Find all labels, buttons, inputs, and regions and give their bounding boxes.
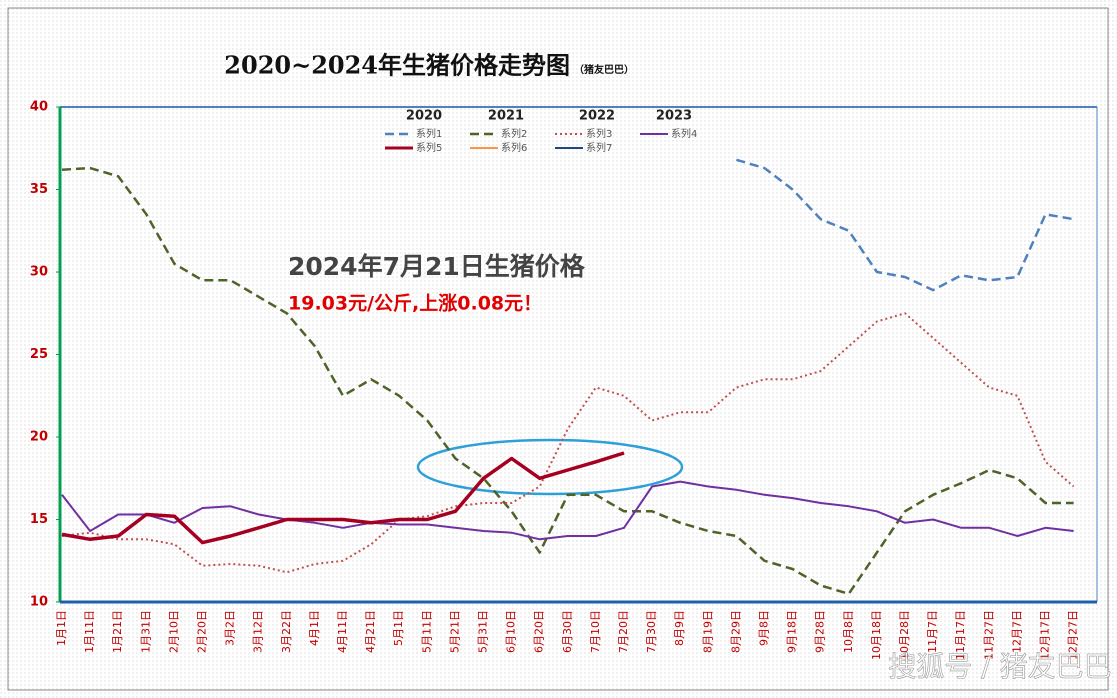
x-tick-label: 12月17日: [1039, 610, 1052, 660]
annotation-text: 19.03元/公斤,上涨0.08元！: [288, 293, 542, 315]
y-tick-label: 30: [30, 265, 48, 280]
series-line: [61, 166, 1074, 596]
x-tick-label: 6月30日: [561, 610, 574, 653]
x-tick-label: 1月1日: [55, 610, 68, 646]
x-tick-label: 3月22日: [280, 610, 293, 653]
x-tick-label: 3月2日: [224, 610, 237, 646]
x-tick-label: 10月28日: [898, 610, 911, 660]
x-tick-label: 11月17日: [954, 610, 967, 660]
legend-label: 系列6: [501, 141, 527, 154]
y-tick-label: 25: [30, 347, 48, 362]
legend-label: 系列5: [416, 141, 442, 154]
x-tick-label: 1月11日: [83, 610, 96, 653]
x-tick-label: 2月10日: [167, 610, 180, 653]
x-tick-label: 9月18日: [786, 610, 799, 653]
x-tick-label: 2月20日: [196, 610, 209, 653]
x-tick-label: 3月12日: [252, 610, 265, 653]
legend-label: 系列7: [586, 141, 612, 154]
annotation-title: 2024年7月21日生猪价格: [288, 252, 586, 281]
chart-border: [7, 7, 1109, 691]
series-line: [61, 451, 625, 545]
x-tick-label: 8月29日: [729, 610, 742, 653]
x-tick-label: 12月7日: [1010, 610, 1023, 653]
legend-label: 系列4: [671, 127, 697, 140]
x-tick-label: 6月20日: [533, 610, 546, 653]
x-tick-label: 7月20日: [617, 610, 630, 653]
y-tick-label: 20: [30, 430, 48, 445]
x-tick-label: 5月11日: [420, 610, 433, 653]
legend-label: 系列3: [586, 127, 612, 140]
x-tick-label: 5月21日: [448, 610, 461, 653]
chart-subtitle: （猪友巴巴）: [574, 63, 634, 76]
x-tick-label: 1月21日: [111, 610, 124, 653]
x-tick-label: 7月30日: [645, 610, 658, 653]
series-line: [61, 480, 1074, 541]
x-tick-label: 11月27日: [982, 610, 995, 660]
plot-area: [60, 107, 1097, 602]
highlight-ellipse: [416, 438, 684, 496]
watermark: 搜狐号 / 猪友巴巴: [888, 650, 1111, 683]
series-line: [736, 158, 1074, 292]
x-tick-label: 9月8日: [758, 610, 771, 646]
x-tick-label: 4月11日: [336, 610, 349, 653]
legend-label: 系列2: [501, 127, 527, 140]
year-label: 2022: [579, 109, 615, 124]
x-tick-label: 9月28日: [814, 610, 827, 653]
x-tick-label: 10月8日: [842, 610, 855, 653]
year-label: 2020: [406, 109, 442, 124]
y-tick-label: 35: [30, 182, 48, 197]
x-tick-label: 4月21日: [364, 610, 377, 653]
y-tick-label: 15: [30, 512, 48, 527]
x-tick-label: 7月10日: [589, 610, 602, 653]
x-tick-label: 5月31日: [477, 610, 490, 653]
x-tick-label: 5月1日: [392, 610, 405, 646]
chart-title: 2020~2024年生猪价格走势图: [224, 51, 570, 80]
year-label: 2021: [488, 109, 524, 124]
year-label: 2023: [656, 109, 692, 124]
x-tick-label: 4月1日: [308, 610, 321, 646]
x-tick-label: 11月7日: [926, 610, 939, 653]
x-tick-label: 6月10日: [505, 610, 518, 653]
series-line: [61, 312, 1075, 574]
x-tick-label: 8月19日: [701, 610, 714, 653]
x-tick-label: 10月18日: [870, 610, 883, 660]
x-tick-label: 8月9日: [673, 610, 686, 646]
x-tick-label: 12月27日: [1067, 610, 1080, 660]
y-tick-label: 40: [30, 100, 48, 115]
legend-label: 系列1: [416, 127, 442, 140]
x-tick-label: 1月31日: [139, 610, 152, 653]
y-tick-label: 10: [30, 595, 48, 610]
